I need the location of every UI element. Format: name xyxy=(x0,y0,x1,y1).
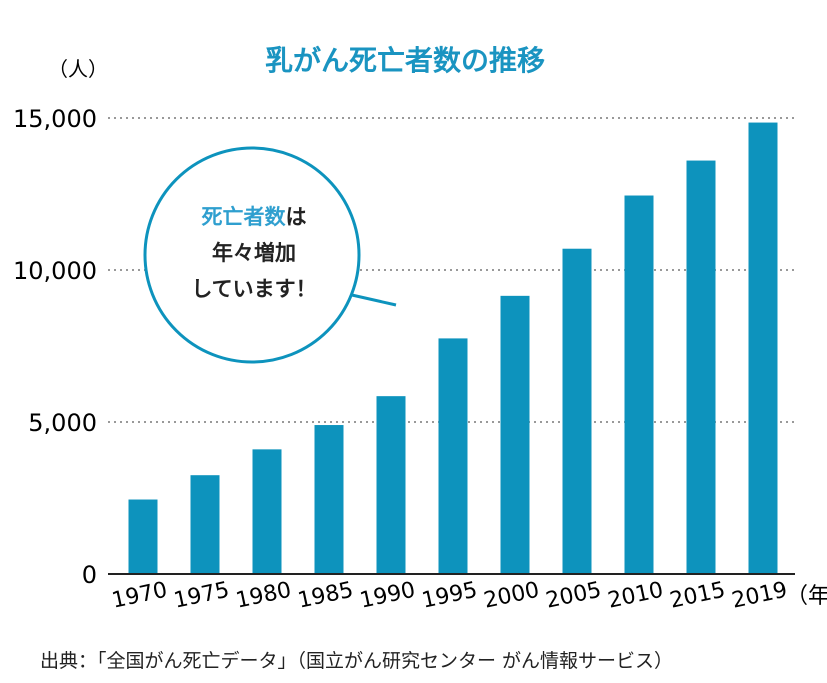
y-tick-label: 10,000 xyxy=(13,257,97,285)
bar-1970 xyxy=(128,499,158,574)
bar-1990 xyxy=(376,396,406,574)
source-note: 出典：「全国がん死亡データ」（国立がん研究センター がん情報サービス） xyxy=(40,650,674,672)
bar-2010 xyxy=(624,195,654,574)
chart-title: 乳がん死亡者数の推移 xyxy=(265,44,545,77)
x-tick-labels: 1970 1975 1980 1985 1990 1995 2000 2005 2010 2015… xyxy=(110,578,790,614)
y-tick-labels: 0 5,000 10,000 15,000 xyxy=(13,105,97,589)
x-tick-label: 1980 xyxy=(234,578,294,614)
bar-2019 xyxy=(748,122,778,574)
bars xyxy=(128,122,778,574)
bar-1995 xyxy=(438,338,468,574)
y-tick-label: 5,000 xyxy=(28,409,97,437)
y-axis-unit: （人） xyxy=(48,57,108,81)
x-tick-label: 2010 xyxy=(606,578,666,614)
bar-2005 xyxy=(562,248,592,574)
y-tick-label: 15,000 xyxy=(13,105,97,133)
callout-line-3: しています！ xyxy=(191,277,316,301)
x-tick-label: 2015 xyxy=(668,578,728,614)
bar-2000 xyxy=(500,295,530,574)
bar-1980 xyxy=(252,449,282,574)
bar-1985 xyxy=(314,425,344,574)
x-tick-label: 2000 xyxy=(482,578,542,614)
callout-line-1: 死亡者数は xyxy=(202,205,307,229)
callout-bubble: 死亡者数は 年々増加 しています！ xyxy=(143,146,397,364)
x-tick-label: 2019 xyxy=(730,578,790,614)
x-tick-label: 1995 xyxy=(420,578,480,614)
x-tick-label: 1975 xyxy=(172,578,232,614)
x-tick-label: 2005 xyxy=(544,578,604,614)
callout-circle xyxy=(143,146,361,364)
x-tick-label: 1970 xyxy=(110,578,170,614)
x-axis-unit: （年） xyxy=(786,584,827,609)
bar-2015 xyxy=(686,160,716,574)
bar-1975 xyxy=(190,475,220,574)
y-tick-label: 0 xyxy=(82,561,97,589)
callout-highlight: 死亡者数 xyxy=(202,205,287,229)
x-tick-label: 1985 xyxy=(296,578,356,614)
callout-line-1-rest: は xyxy=(286,205,307,229)
x-tick-label: 1990 xyxy=(358,578,418,614)
callout-line-2: 年々増加 xyxy=(212,241,296,265)
